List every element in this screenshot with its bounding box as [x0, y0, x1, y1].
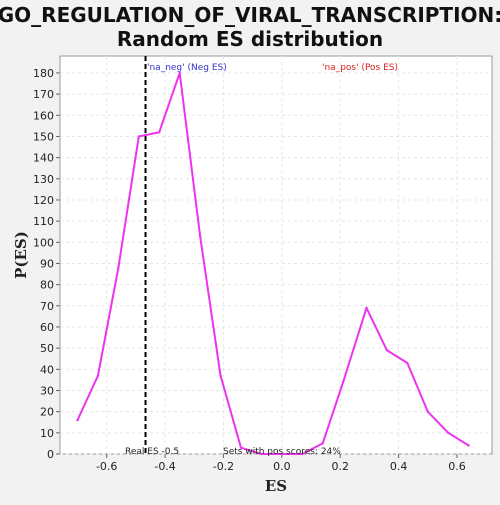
series-point: [365, 306, 368, 310]
x-tick-label: 0.6: [448, 460, 466, 473]
y-tick-label: 130: [33, 173, 54, 186]
series-point: [341, 380, 345, 384]
y-axis-title: P(ES): [12, 231, 30, 279]
series-point: [76, 418, 79, 422]
y-tick-label: 140: [33, 152, 54, 165]
y-axis-ticks: 0 10 20 30 40 50 60 70 80 90 100 110 120 130 140 150 160…: [33, 67, 60, 461]
neg-es-label: 'na_neg' (Neg ES): [147, 63, 227, 73]
y-tick-label: 180: [33, 67, 54, 80]
series-point: [301, 452, 304, 456]
x-axis-ticks: -0.6 -0.4 -0.2 0.0 0.2 0.4 0.6: [96, 454, 466, 473]
series-point: [178, 71, 181, 75]
y-tick-label: 110: [33, 215, 54, 228]
y-tick-label: 60: [40, 321, 54, 334]
series-point: [158, 131, 161, 134]
y-tick-label: 70: [40, 300, 54, 313]
y-tick-label: 10: [40, 427, 54, 440]
x-tick-label: 0.0: [273, 460, 291, 473]
x-tick-label: 0.2: [331, 460, 349, 473]
y-tick-label: 100: [33, 236, 54, 249]
y-tick-label: 30: [40, 384, 54, 397]
series-line: [76, 71, 470, 455]
x-tick-label: -0.2: [213, 460, 234, 473]
series-point: [96, 374, 100, 377]
x-tick-label: -0.6: [96, 460, 117, 473]
y-tick-label: 90: [40, 257, 54, 270]
y-tick-label: 20: [40, 406, 54, 419]
series-point: [198, 234, 202, 238]
y-tick-label: 170: [33, 88, 54, 101]
series-point: [447, 431, 450, 435]
y-tick-label: 50: [40, 342, 54, 355]
real-es-label: Real ES -0.5: [125, 447, 179, 457]
y-tick-label: 160: [33, 109, 54, 122]
x-axis-title: ES: [265, 477, 287, 495]
sets-pos-label: Sets with pos scores: 24%: [223, 447, 341, 457]
y-tick-label: 0: [47, 448, 54, 461]
series-point: [219, 374, 222, 377]
y-tick-label: 150: [33, 130, 54, 143]
x-tick-label: 0.4: [390, 460, 408, 473]
series-point: [260, 452, 263, 456]
series-point: [117, 266, 120, 269]
chart-title-line2: Random ES distribution: [117, 27, 383, 51]
chart-title-line1: GO_REGULATION_OF_VIRAL_TRANSCRIPTION:: [0, 3, 500, 27]
pos-es-label: 'na_pos' (Pos ES): [322, 63, 398, 73]
plot-area: [59, 55, 493, 455]
series-point: [280, 452, 284, 456]
series-point: [467, 444, 470, 447]
y-tick-label: 40: [40, 363, 54, 376]
series-point: [321, 442, 324, 445]
y-tick-label: 80: [40, 279, 54, 292]
series-point: [406, 361, 409, 365]
x-tick-label: -0.4: [154, 460, 175, 473]
series-point: [385, 349, 389, 352]
y-tick-label: 120: [33, 194, 54, 207]
series-points: [76, 71, 470, 456]
series-point: [137, 135, 141, 138]
series-point: [426, 410, 429, 413]
series-point: [239, 446, 243, 449]
